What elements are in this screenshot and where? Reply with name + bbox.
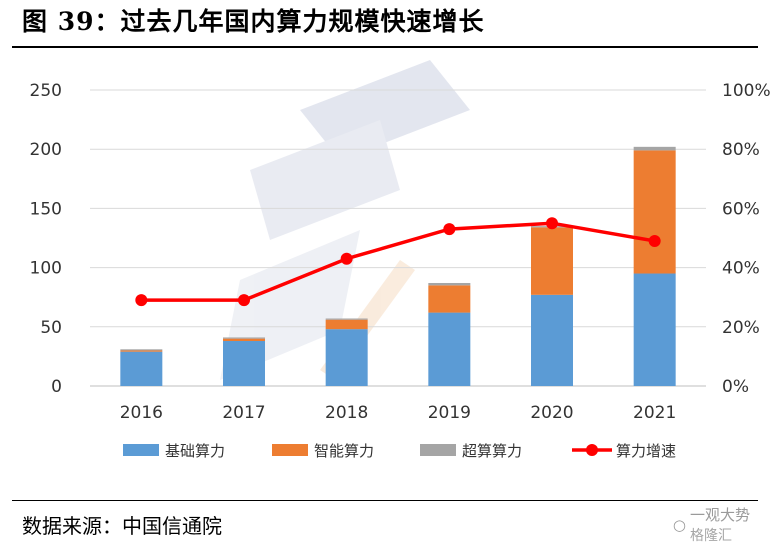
bar-segment <box>428 312 471 386</box>
bar-segment <box>223 337 265 339</box>
bar-segment <box>120 349 163 351</box>
legend-label: 超算算力 <box>462 442 522 460</box>
bar-segment <box>633 146 676 151</box>
figure-title: 图 39：过去几年国内算力规模快速增长 <box>22 7 485 36</box>
y-left-tick-label: 50 <box>40 318 62 338</box>
y-left-tick-label: 150 <box>30 199 62 219</box>
legend-swatch <box>123 444 159 456</box>
y-left-tick-label: 200 <box>30 140 62 160</box>
x-tick-label: 2020 <box>530 403 573 423</box>
bar-segment <box>325 329 368 386</box>
watermark-line1: 一观大势 <box>689 506 750 524</box>
bar-segment <box>325 318 368 320</box>
y-right-tick-label: 0% <box>722 377 749 397</box>
legend-swatch <box>272 444 308 456</box>
bar-segment <box>531 227 573 295</box>
growth-point <box>238 294 250 307</box>
bar-segment <box>325 319 368 330</box>
wechat-icon: ○ <box>672 515 686 534</box>
bar-segment <box>120 351 163 386</box>
bar-segment <box>120 350 163 352</box>
source-rule <box>12 500 758 501</box>
x-tick-label: 2016 <box>120 403 163 423</box>
bar-segment <box>428 282 471 286</box>
legend: 基础算力 智能算力 超算算力 算力增速 <box>123 442 676 460</box>
bar-segment <box>633 273 676 386</box>
bar-segment <box>223 341 265 386</box>
legend-swatch <box>420 444 456 456</box>
growth-point <box>546 217 558 230</box>
y-left-tick-label: 0 <box>51 377 62 397</box>
y-left-tick-label: 250 <box>30 81 62 101</box>
legend-label: 智能算力 <box>314 442 374 460</box>
growth-point <box>443 223 456 236</box>
legend-label: 基础算力 <box>165 442 225 460</box>
source-note: 数据来源：中国信通院 <box>22 514 222 538</box>
y-right-tick-label: 60% <box>722 199 760 219</box>
x-tick-label: 2021 <box>633 403 676 423</box>
y-axis-right: 0% 20% 40% 60% 80% 100% <box>722 81 770 397</box>
growth-point <box>340 252 353 265</box>
gridlines <box>90 89 706 387</box>
watermark-text: ○ 一观大势 格隆汇 <box>673 504 750 545</box>
y-right-tick-label: 20% <box>722 318 760 338</box>
legend-swatch-marker <box>586 444 598 456</box>
growth-line-path <box>141 221 655 302</box>
legend-label: 算力增速 <box>616 442 676 460</box>
growth-point <box>135 294 148 307</box>
title-rule <box>12 46 758 48</box>
x-tick-label: 2018 <box>325 403 368 423</box>
x-tick-label: 2017 <box>222 403 265 423</box>
y-right-tick-label: 80% <box>722 140 760 160</box>
growth-point <box>648 234 661 247</box>
bar-segment <box>223 338 265 342</box>
y-axis-left: 0 50 100 150 200 250 <box>30 81 62 397</box>
bar-segment <box>428 285 471 313</box>
y-right-tick-label: 40% <box>722 259 760 279</box>
growth-line <box>135 217 661 307</box>
y-left-tick-label: 100 <box>30 259 62 279</box>
x-tick-label: 2019 <box>428 403 471 423</box>
bar-segment <box>633 150 676 274</box>
watermark-line2: 格隆汇 <box>689 528 732 544</box>
x-axis: 2016 2017 2018 2019 2020 2021 <box>120 403 677 423</box>
y-right-tick-label: 100% <box>722 81 770 101</box>
bars <box>120 146 676 386</box>
bar-segment <box>531 294 573 386</box>
